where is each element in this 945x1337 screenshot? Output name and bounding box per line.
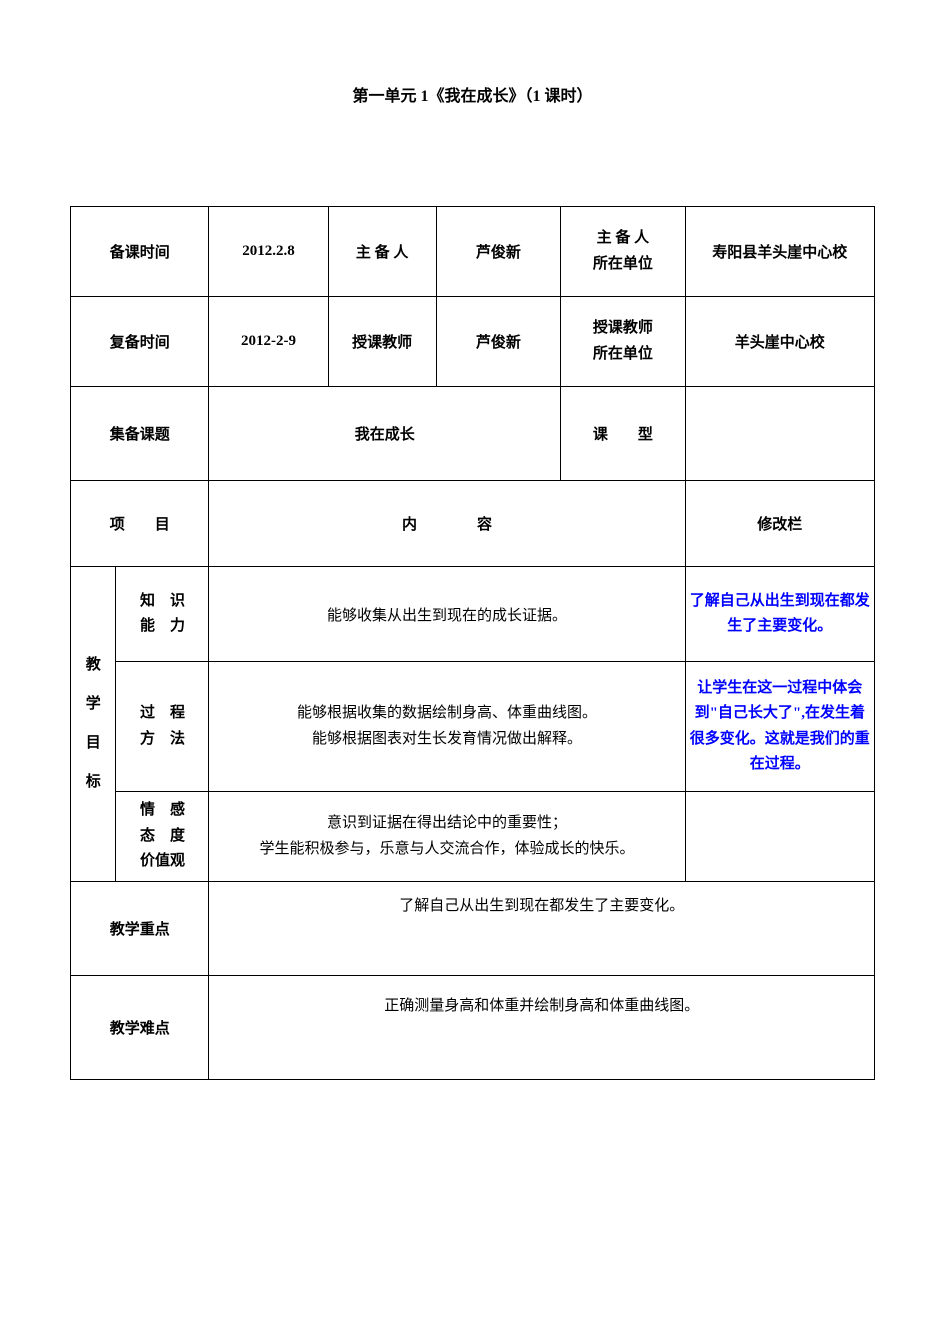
re-prep-time-value: 2012-2-9 [209,297,328,387]
table-row: 教学重点 了解自己从出生到现在都发生了主要变化。 [71,882,875,976]
goal-process-content-line1: 能够根据收集的数据绘制身高、体重曲线图。 [297,705,597,721]
goal-knowledge-content: 能够收集从出生到现在的成长证据。 [209,567,685,662]
course-type-value [685,387,874,481]
page-title: 第一单元 1《我在成长》（1 课时） [0,0,945,206]
table-row: 集备课题 我在成长 课 型 [71,387,875,481]
goal-emotion-label: 情 感 态 度 价值观 [116,792,209,882]
label-content: 内 容 [209,481,685,567]
table-row: 复备时间 2012-2-9 授课教师 芦俊新 授课教师 所在单位 羊头崖中心校 [71,297,875,387]
goal-emotion-content-line1: 意识到证据在得出结论中的重要性； [327,815,567,831]
goal-process-label: 过 程 方 法 [116,662,209,792]
topic-value: 我在成长 [209,387,561,481]
label-prep-time: 备课时间 [71,207,209,297]
goal-emotion-content: 意识到证据在得出结论中的重要性； 学生能积极参与，乐意与人交流合作，体验成长的快… [209,792,685,882]
teacher-unit-value: 羊头崖中心校 [685,297,874,387]
label-teacher: 授课教师 [328,297,436,387]
goal-emotion-modify [685,792,874,882]
label-item: 项 目 [71,481,209,567]
prep-time-value: 2012.2.8 [209,207,328,297]
difficulty-content: 正确测量身高和体重并绘制身高和体重曲线图。 [209,976,875,1080]
goal-process-modify: 让学生在这一过程中体会到"自己长大了",在发生着很多变化。这就是我们的重在过程。 [685,662,874,792]
label-course-type: 课 型 [561,387,685,481]
goal-knowledge-label: 知 识 能 力 [116,567,209,662]
goal-process-content: 能够根据收集的数据绘制身高、体重曲线图。 能够根据图表对生长发育情况做出解释。 [209,662,685,792]
lesson-plan-table: 备课时间 2012.2.8 主 备 人 芦俊新 主 备 人 所在单位 寿阳县羊头… [70,206,875,1080]
label-main-preparer: 主 备 人 [328,207,436,297]
label-main-preparer-unit: 主 备 人 所在单位 [561,207,685,297]
goal-emotion-content-line2: 学生能积极参与，乐意与人交流合作，体验成长的快乐。 [260,841,635,857]
table-row: 备课时间 2012.2.8 主 备 人 芦俊新 主 备 人 所在单位 寿阳县羊头… [71,207,875,297]
label-teacher-unit: 授课教师 所在单位 [561,297,685,387]
goal-knowledge-modify: 了解自己从出生到现在都发生了主要变化。 [685,567,874,662]
main-preparer-unit-value: 寿阳县羊头崖中心校 [685,207,874,297]
key-point-content: 了解自己从出生到现在都发生了主要变化。 [209,882,875,976]
main-preparer-value: 芦俊新 [436,207,560,297]
label-modify: 修改栏 [685,481,874,567]
label-key-point: 教学重点 [71,882,209,976]
label-topic: 集备课题 [71,387,209,481]
table-row: 项 目 内 容 修改栏 [71,481,875,567]
table-row: 教 学 目 标 知 识 能 力 能够收集从出生到现在的成长证据。 了解自己从出生… [71,567,875,662]
table-row: 过 程 方 法 能够根据收集的数据绘制身高、体重曲线图。 能够根据图表对生长发育… [71,662,875,792]
goals-vertical-label: 教 学 目 标 [71,567,116,882]
teacher-value: 芦俊新 [436,297,560,387]
table-row: 情 感 态 度 价值观 意识到证据在得出结论中的重要性； 学生能积极参与，乐意与… [71,792,875,882]
goal-process-content-line2: 能够根据图表对生长发育情况做出解释。 [312,731,582,747]
table-row: 教学难点 正确测量身高和体重并绘制身高和体重曲线图。 [71,976,875,1080]
label-difficulty: 教学难点 [71,976,209,1080]
label-re-prep-time: 复备时间 [71,297,209,387]
